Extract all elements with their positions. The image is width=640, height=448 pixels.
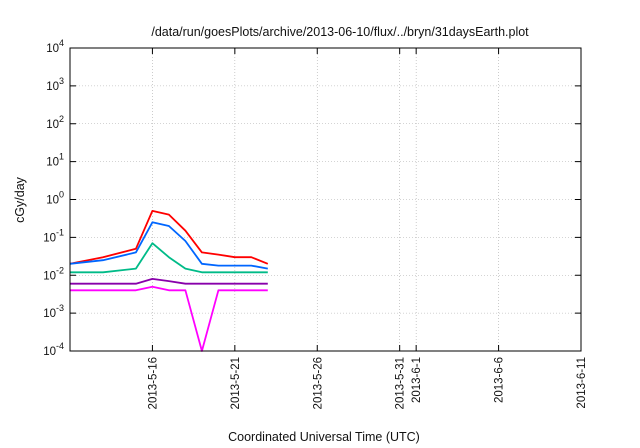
- x-tick-label: 2013-5-26: [312, 357, 324, 409]
- x-tick-label: 2013-5-21: [230, 357, 242, 409]
- series-line-3: [70, 242, 268, 274]
- y-tick-label: 102: [46, 114, 64, 131]
- grid-lines: [70, 47, 582, 352]
- y-tick-label: 10-3: [43, 303, 64, 320]
- y-axis-label: cGy/day: [13, 176, 27, 223]
- series-line-4: [70, 277, 268, 285]
- series-line-5: [70, 285, 268, 352]
- x-axis-label: Coordinated Universal Time (UTC): [228, 430, 420, 444]
- x-tick-label: 2013-6-11: [576, 357, 588, 409]
- x-tick-label: 2013-6-1: [411, 357, 423, 403]
- y-axis: 10-4 10-3 10-2 10-1 100 101 102 103 104: [43, 38, 581, 358]
- y-tick-label: 100: [46, 190, 64, 207]
- y-tick-label: 104: [46, 38, 64, 55]
- x-tick-label: 2013-6-6: [494, 357, 506, 403]
- y-tick-label: 10-4: [43, 341, 64, 358]
- series-line-1: [69, 209, 269, 265]
- y-tick-label: 10-2: [43, 265, 64, 282]
- y-tick-label: 10-1: [43, 227, 64, 244]
- y-tick-label: 103: [46, 76, 64, 93]
- series-line-2: [69, 221, 268, 270]
- x-axis: 2013-5-16 2013-5-21 2013-5-26 2013-5-31 2013…: [147, 48, 588, 409]
- series-layer: [69, 209, 269, 352]
- x-tick-label: 2013-5-16: [147, 357, 159, 409]
- chart-title: /data/run/goesPlots/archive/2013-06-10/f…: [151, 25, 529, 39]
- x-tick-label: 2013-5-31: [395, 357, 407, 409]
- y-tick-label: 101: [46, 152, 64, 169]
